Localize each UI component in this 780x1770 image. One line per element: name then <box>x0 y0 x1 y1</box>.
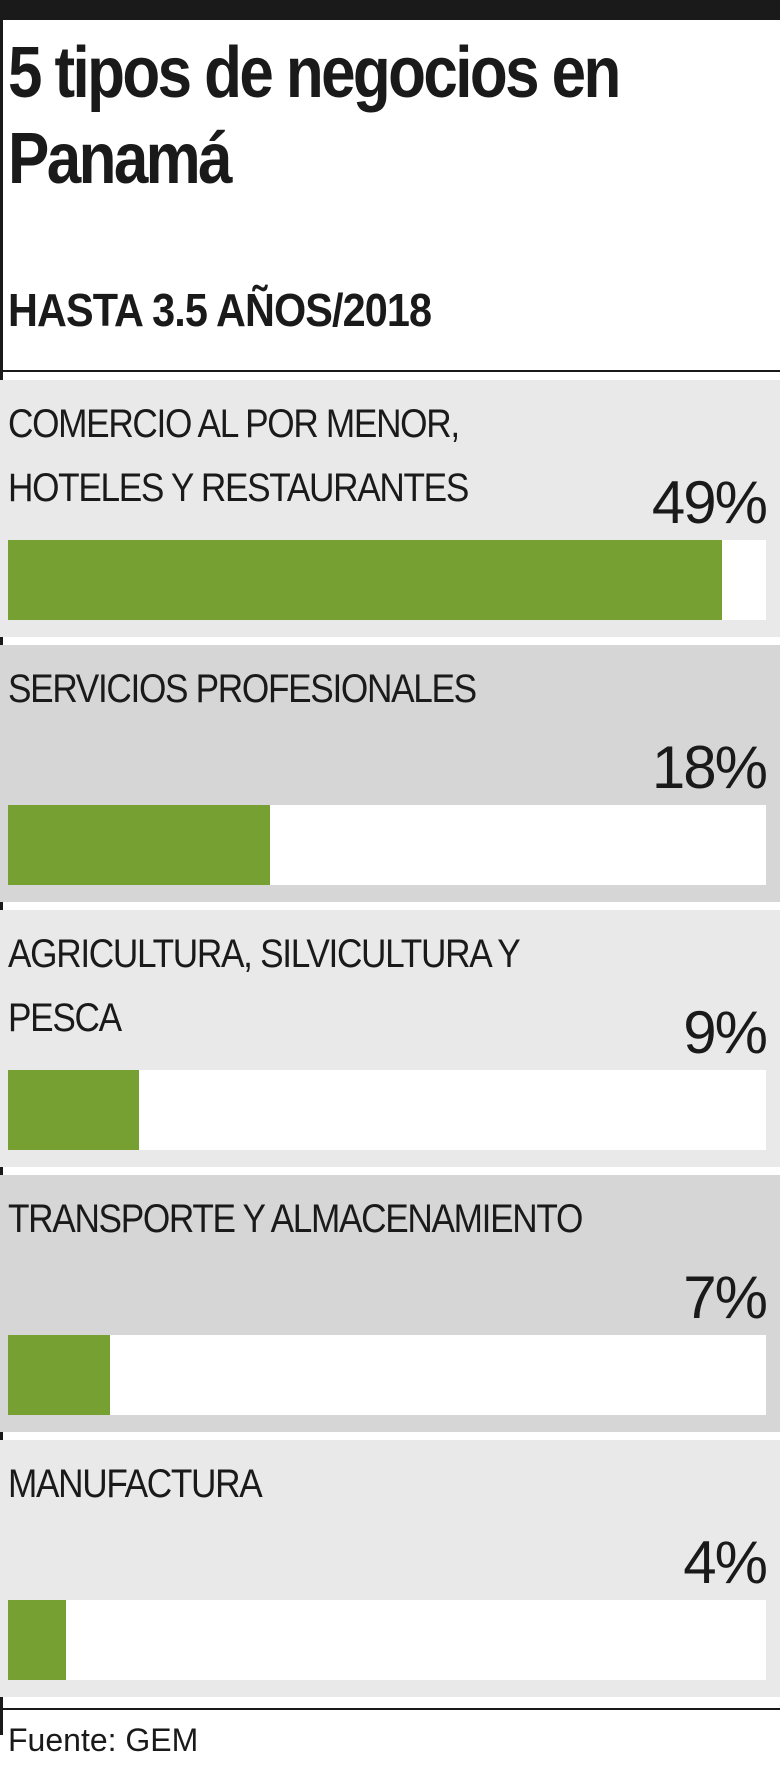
bar-track <box>8 805 766 885</box>
header-divider <box>0 370 780 372</box>
bar-panel: SERVICIOS PROFESIONALES 18% <box>0 645 780 902</box>
value-label: 4% <box>683 1529 768 1596</box>
bar-panel: COMERCIO AL POR MENOR, HOTELES Y RESTAUR… <box>0 380 780 637</box>
category-label: AGRICULTURA, SILVICULTURA Y PESCA <box>8 932 520 1040</box>
category-label: TRANSPORTE Y ALMACENAMIENTO <box>8 1197 583 1241</box>
category-label: MANUFACTURA <box>8 1462 263 1506</box>
category-label: COMERCIO AL POR MENOR, HOTELES Y RESTAUR… <box>8 402 469 510</box>
bar-track <box>8 1070 766 1150</box>
category-label: SERVICIOS PROFESIONALES <box>8 667 477 711</box>
chart-subtitle: HASTA 3.5 AÑOS/2018 <box>8 284 432 336</box>
bar <box>8 1600 66 1680</box>
bar-track <box>8 1600 766 1680</box>
bar-track <box>8 540 766 620</box>
footer-divider <box>0 1708 780 1710</box>
bar-track <box>8 1335 766 1415</box>
top-bar <box>0 0 780 20</box>
value-label: 18% <box>651 734 768 801</box>
chart-title: 5 tipos de negocios en Panamá <box>8 33 621 199</box>
bar-panel: TRANSPORTE Y ALMACENAMIENTO 7% <box>0 1175 780 1432</box>
source-note: Fuente: GEM <box>8 1722 199 1758</box>
value-label: 7% <box>683 1264 768 1331</box>
bar <box>8 1070 139 1150</box>
bar <box>8 1335 110 1415</box>
bar <box>8 805 270 885</box>
value-label: 9% <box>683 999 768 1066</box>
bar-panel: MANUFACTURA 4% <box>0 1440 780 1697</box>
bar <box>8 540 722 620</box>
bar-panel: AGRICULTURA, SILVICULTURA Y PESCA 9% <box>0 910 780 1167</box>
value-label: 49% <box>651 469 768 536</box>
